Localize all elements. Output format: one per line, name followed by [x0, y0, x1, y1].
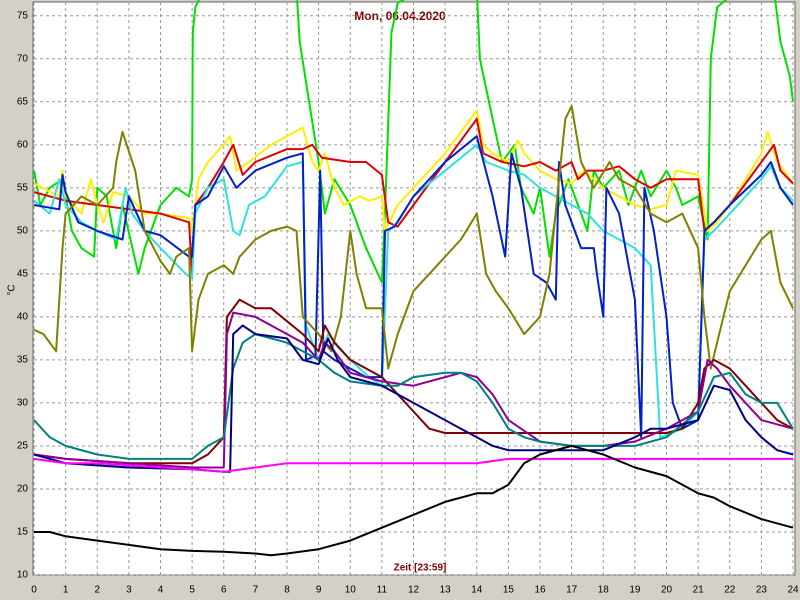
- y-tick-label: 75: [17, 10, 29, 21]
- y-tick-label: 50: [17, 225, 29, 236]
- x-tick-label: 22: [724, 585, 736, 596]
- line-series: [33, 105, 794, 370]
- line-series: [33, 333, 794, 460]
- x-tick-label: 18: [598, 585, 610, 596]
- x-tick-label: 11: [377, 585, 388, 596]
- x-tick-label: 16: [534, 585, 546, 596]
- y-tick-label: 65: [17, 96, 29, 107]
- x-tick-label: 5: [189, 585, 195, 596]
- x-tick-label: 19: [629, 585, 641, 596]
- plot-area: [32, 1, 796, 576]
- x-axis-label: Zeit [23:59]: [394, 563, 447, 574]
- line-series: [33, 0, 794, 284]
- y-tick-label: 35: [17, 355, 29, 366]
- x-tick-label: 14: [471, 585, 483, 596]
- y-axis-label: °C: [7, 284, 18, 295]
- x-tick-label: 20: [661, 585, 673, 596]
- y-tick-label: 55: [17, 182, 29, 193]
- x-tick-label: 2: [94, 585, 100, 596]
- y-tick-label: 30: [17, 398, 29, 409]
- x-tick-label: 9: [316, 585, 322, 596]
- y-tick-label: 10: [17, 570, 29, 581]
- line-series: [34, 444, 794, 557]
- y-tick-label: 45: [17, 269, 29, 280]
- y-tick-label: 70: [17, 53, 29, 64]
- x-tick-label: 0: [31, 585, 37, 596]
- y-tick-label: 20: [17, 484, 29, 495]
- x-tick-label: 4: [158, 585, 164, 596]
- x-tick-label: 6: [221, 585, 227, 596]
- x-tick-label: 3: [126, 585, 132, 596]
- x-tick-label: 23: [756, 585, 768, 596]
- x-tick-label: 10: [345, 585, 357, 596]
- x-tick-label: 7: [253, 585, 259, 596]
- line-series: [33, 457, 793, 473]
- x-tick-label: 12: [408, 585, 420, 596]
- x-tick-label: 1: [63, 585, 69, 596]
- y-tick-label: 25: [17, 441, 29, 452]
- x-tick-label: 13: [440, 585, 452, 596]
- x-tick-label: 24: [787, 585, 799, 596]
- y-tick-label: 40: [17, 312, 29, 323]
- line-series: [33, 311, 794, 469]
- x-tick-label: 21: [693, 585, 705, 596]
- line-series: [33, 324, 794, 473]
- y-tick-label: 60: [17, 139, 29, 150]
- x-tick-label: 15: [503, 585, 515, 596]
- x-tick-label: 17: [566, 585, 578, 596]
- y-tick-label: 15: [17, 527, 29, 538]
- x-tick-label: 8: [284, 585, 290, 596]
